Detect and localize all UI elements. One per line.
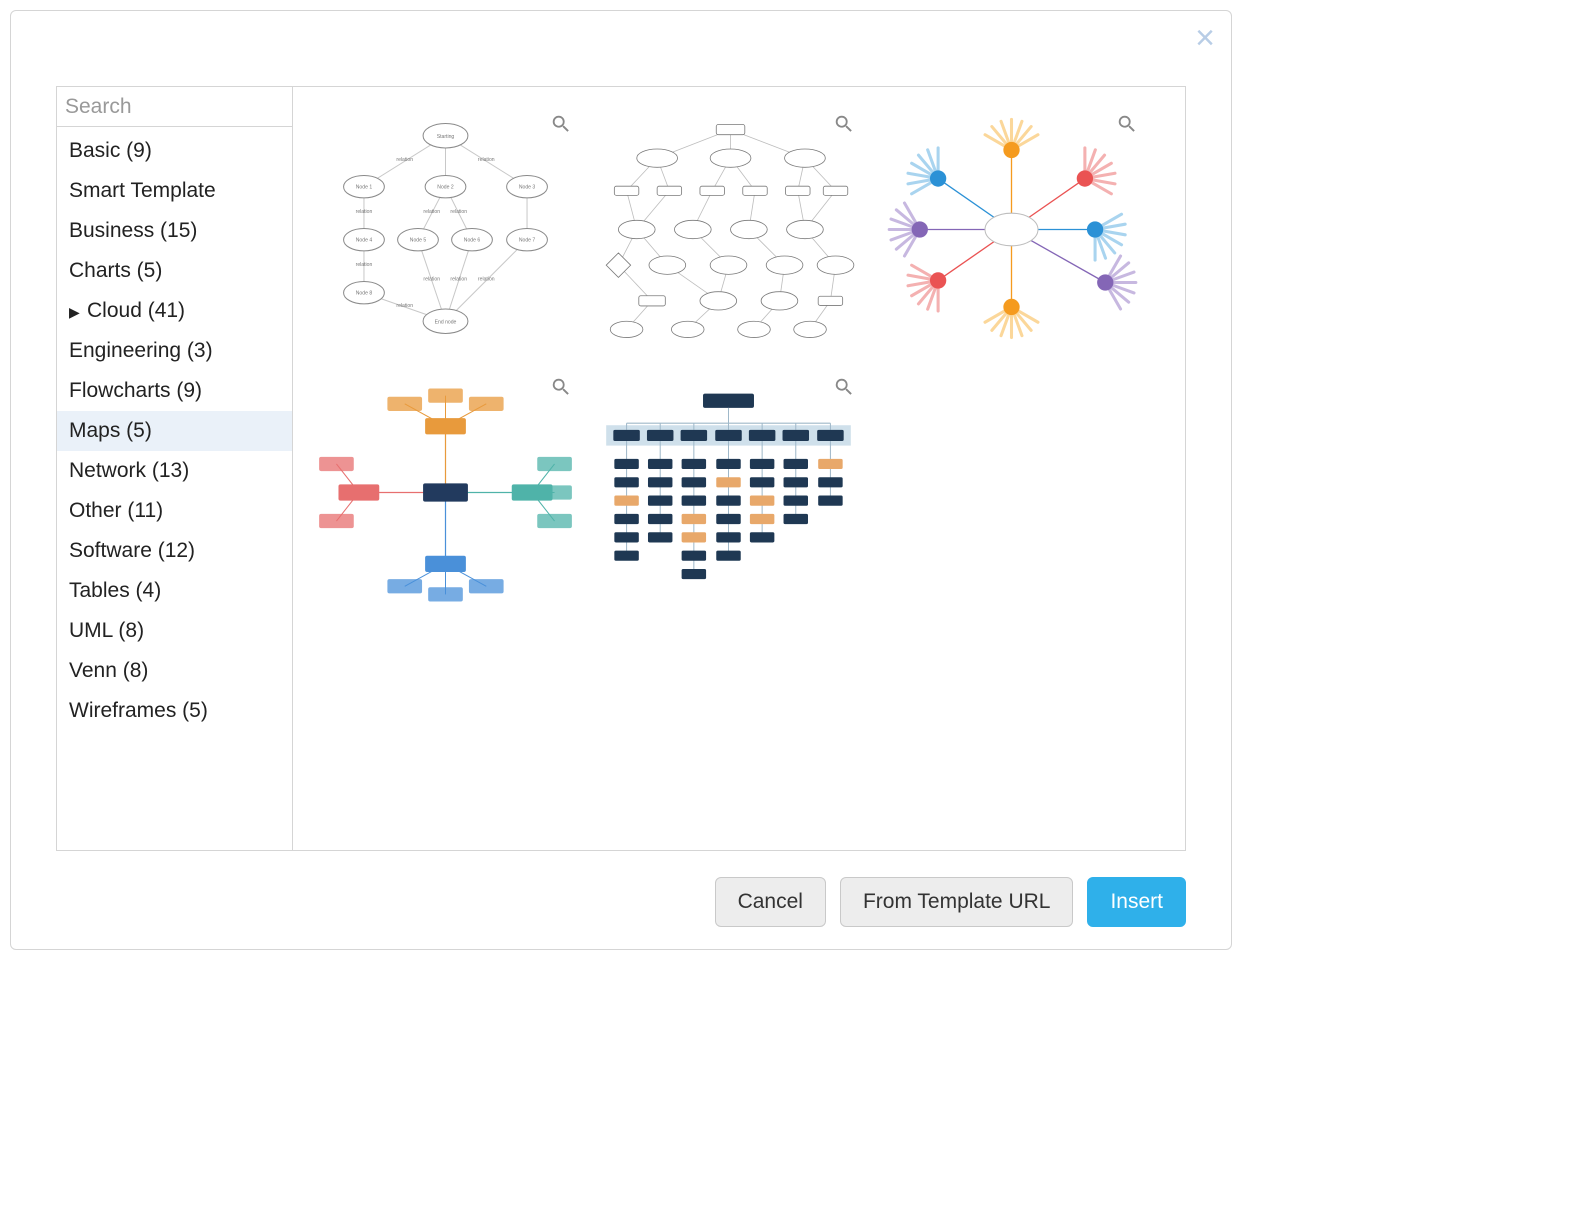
search-wrap — [57, 87, 292, 127]
svg-text:Node 7: Node 7 — [519, 238, 536, 244]
from-template-url-button[interactable]: From Template URL — [840, 877, 1074, 927]
category-item[interactable]: ▶Cloud (41) — [57, 291, 292, 331]
svg-text:Node 5: Node 5 — [410, 238, 427, 244]
category-item[interactable]: Smart Template — [57, 171, 292, 211]
category-list: Basic (9) Smart Template Business (15) Char… — [57, 127, 292, 735]
svg-text:Node 4: Node 4 — [356, 238, 373, 244]
category-item[interactable]: Tables (4) — [57, 571, 292, 611]
category-item[interactable]: Network (13) — [57, 451, 292, 491]
category-item[interactable]: Maps (5) — [57, 411, 292, 451]
template-grid-area: relation relation relation relation relation… — [293, 87, 1185, 850]
template-thumbnail — [879, 107, 1144, 352]
svg-text:relation: relation — [423, 276, 440, 282]
category-item[interactable]: Wireframes (5) — [57, 691, 292, 731]
category-item[interactable]: Business (15) — [57, 211, 292, 251]
category-label: Engineering (3) — [69, 339, 213, 362]
close-icon[interactable]: × — [1195, 21, 1215, 55]
category-label: UML (8) — [69, 619, 144, 642]
magnify-icon[interactable] — [833, 113, 855, 135]
category-label: Charts (5) — [69, 259, 162, 282]
category-item[interactable]: Software (12) — [57, 531, 292, 571]
template-thumbnail — [596, 107, 861, 352]
template-card[interactable] — [879, 107, 1144, 352]
cancel-button[interactable]: Cancel — [715, 877, 826, 927]
category-label: Tables (4) — [69, 579, 161, 602]
category-label: Software (12) — [69, 539, 195, 562]
template-dialog: × Basic (9) Smart Template Business (15) Ch… — [10, 10, 1232, 950]
dialog-footer: Cancel From Template URL Insert — [11, 863, 1231, 949]
category-label: Wireframes (5) — [69, 699, 208, 722]
template-card[interactable]: relation relation relation relation relation… — [313, 107, 578, 352]
category-label: Business (15) — [69, 219, 197, 242]
svg-text:Node 2: Node 2 — [437, 185, 454, 191]
svg-text:relation: relation — [356, 209, 373, 215]
magnify-icon[interactable] — [1116, 113, 1138, 135]
svg-text:relation: relation — [478, 276, 495, 282]
category-label: Smart Template — [69, 179, 216, 202]
template-thumbnail — [313, 370, 578, 615]
template-thumbnail — [596, 370, 861, 615]
category-item[interactable]: Venn (8) — [57, 651, 292, 691]
category-label: Other (11) — [69, 499, 163, 522]
template-card[interactable] — [596, 107, 861, 352]
svg-text:relation: relation — [450, 276, 467, 282]
svg-text:relation: relation — [450, 209, 467, 215]
category-label: Flowcharts (9) — [69, 379, 202, 402]
insert-button[interactable]: Insert — [1087, 877, 1186, 927]
template-thumbnail: relation relation relation relation relation… — [313, 107, 578, 352]
magnify-icon[interactable] — [833, 376, 855, 398]
svg-text:relation: relation — [396, 303, 413, 309]
svg-text:relation: relation — [423, 209, 440, 215]
svg-text:Node 8: Node 8 — [356, 291, 373, 297]
expand-icon[interactable]: ▶ — [69, 304, 83, 321]
template-card[interactable] — [596, 370, 861, 615]
category-label: Basic (9) — [69, 139, 152, 162]
svg-text:Node 3: Node 3 — [519, 185, 536, 191]
category-label: Network (13) — [69, 459, 189, 482]
category-item[interactable]: UML (8) — [57, 611, 292, 651]
category-label: Venn (8) — [69, 659, 148, 682]
category-label: Maps (5) — [69, 419, 152, 442]
sidebar: Basic (9) Smart Template Business (15) Char… — [57, 87, 293, 850]
magnify-icon[interactable] — [550, 376, 572, 398]
svg-text:Node 1: Node 1 — [356, 185, 373, 191]
search-input[interactable] — [65, 95, 293, 119]
svg-text:End node: End node — [435, 319, 457, 325]
svg-text:Starting: Starting — [437, 134, 455, 140]
category-item[interactable]: Charts (5) — [57, 251, 292, 291]
category-item[interactable]: Basic (9) — [57, 131, 292, 171]
template-card[interactable] — [313, 370, 578, 615]
dialog-body: Basic (9) Smart Template Business (15) Char… — [56, 86, 1186, 851]
category-label: Cloud (41) — [87, 299, 185, 322]
template-grid: relation relation relation relation relation… — [313, 107, 1175, 615]
svg-text:relation: relation — [478, 157, 495, 163]
svg-text:relation: relation — [396, 157, 413, 163]
magnify-icon[interactable] — [550, 113, 572, 135]
category-item[interactable]: Flowcharts (9) — [57, 371, 292, 411]
category-scroll[interactable]: Basic (9) Smart Template Business (15) Char… — [57, 127, 292, 850]
category-item[interactable]: Engineering (3) — [57, 331, 292, 371]
category-item[interactable]: Other (11) — [57, 491, 292, 531]
svg-text:relation: relation — [356, 262, 373, 268]
svg-text:Node 6: Node 6 — [464, 238, 481, 244]
